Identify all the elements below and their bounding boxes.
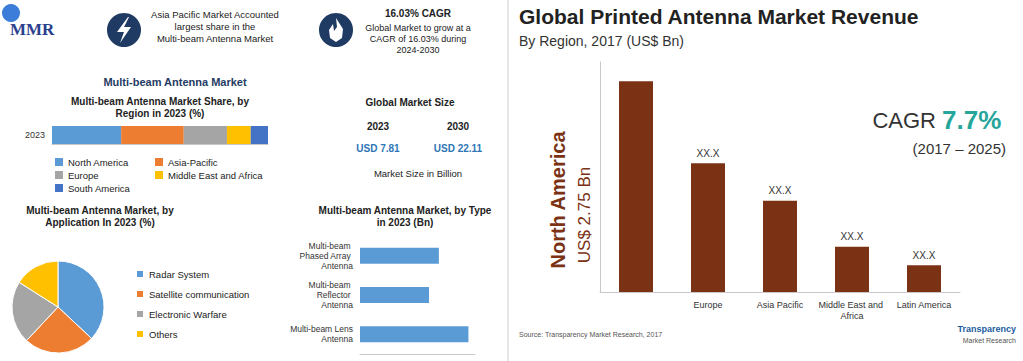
svg-text:Transparency: Transparency bbox=[957, 324, 1016, 334]
svg-text:Multi-beam Lens: Multi-beam Lens bbox=[290, 324, 353, 334]
svg-text:Asia Pacific Market Accounted: Asia Pacific Market Accounted bbox=[151, 9, 279, 20]
svg-text:7.7%: 7.7% bbox=[942, 105, 1001, 135]
svg-text:Market Research: Market Research bbox=[963, 337, 1016, 344]
svg-text:By Region, 2017 (US$ Bn): By Region, 2017 (US$ Bn) bbox=[519, 33, 684, 49]
svg-text:Application In 2023 (%): Application In 2023 (%) bbox=[45, 217, 154, 228]
svg-text:Latin America: Latin America bbox=[897, 300, 952, 310]
svg-text:Radar System: Radar System bbox=[149, 269, 209, 280]
svg-text:2024-2030: 2024-2030 bbox=[396, 45, 439, 55]
svg-text:in 2023 (Bn): in 2023 (Bn) bbox=[377, 217, 434, 228]
svg-text:Global Printed Antenna Market: Global Printed Antenna Market Revenue bbox=[519, 5, 918, 28]
svg-text:Europe: Europe bbox=[68, 170, 99, 181]
svg-text:Africa: Africa bbox=[840, 311, 863, 321]
svg-text:Multi-beam Antenna Market: Multi-beam Antenna Market bbox=[157, 33, 274, 44]
svg-text:Middle East and: Middle East and bbox=[818, 300, 885, 310]
svg-text:US$ 2.75 Bn: US$ 2.75 Bn bbox=[575, 167, 594, 263]
svg-text:XX.X: XX.X bbox=[913, 250, 936, 261]
svg-text:2023: 2023 bbox=[25, 130, 45, 140]
svg-text:Electronic Warfare: Electronic Warfare bbox=[149, 309, 227, 320]
svg-text:16.03% CAGR: 16.03% CAGR bbox=[385, 8, 452, 19]
svg-text:2030: 2030 bbox=[447, 121, 470, 132]
svg-text:Asia-Pacific: Asia-Pacific bbox=[168, 157, 218, 168]
svg-text:Multi-beam Antenna Market: Multi-beam Antenna Market bbox=[103, 76, 247, 88]
svg-text:North America: North America bbox=[547, 131, 569, 269]
svg-text:Source: Transparency Market Re: Source: Transparency Market Research, 20… bbox=[519, 331, 662, 339]
svg-text:Multi-beam Antenna Market Shar: Multi-beam Antenna Market Share, by bbox=[71, 96, 249, 107]
svg-text:Antenna: Antenna bbox=[321, 261, 353, 271]
svg-text:CAGR: CAGR bbox=[872, 108, 936, 133]
svg-text:Multi-beam: Multi-beam bbox=[309, 280, 353, 290]
svg-text:Multi-beam: Multi-beam bbox=[309, 241, 353, 251]
svg-text:North America: North America bbox=[68, 157, 129, 168]
svg-text:Global Market Size: Global Market Size bbox=[366, 97, 455, 108]
svg-text:MMR: MMR bbox=[10, 20, 55, 39]
svg-text:South America: South America bbox=[68, 183, 130, 194]
svg-text:USD 22.11: USD 22.11 bbox=[434, 143, 483, 154]
svg-text:Middle East and Africa: Middle East and Africa bbox=[168, 170, 263, 181]
svg-text:USD 7.81: USD 7.81 bbox=[356, 143, 400, 154]
svg-text:Region in 2023 (%): Region in 2023 (%) bbox=[116, 108, 205, 119]
svg-text:Multi-beam Antenna Market, by: Multi-beam Antenna Market, by bbox=[26, 205, 174, 216]
svg-text:XX.X: XX.X bbox=[697, 148, 720, 159]
svg-text:XX.X: XX.X bbox=[841, 231, 864, 242]
svg-text:Market Size in Billion: Market Size in Billion bbox=[374, 168, 462, 179]
svg-text:Reflector: Reflector bbox=[317, 290, 353, 300]
svg-text:Satellite communication: Satellite communication bbox=[149, 289, 249, 300]
svg-text:2023: 2023 bbox=[367, 121, 390, 132]
svg-text:XX.X: XX.X bbox=[769, 185, 792, 196]
svg-text:Antenna: Antenna bbox=[321, 300, 353, 310]
svg-text:largest share in the: largest share in the bbox=[175, 21, 256, 32]
svg-text:Antenna: Antenna bbox=[319, 334, 353, 344]
svg-text:Asia Pacific: Asia Pacific bbox=[757, 300, 804, 310]
svg-text:Phased Array: Phased Array bbox=[300, 251, 353, 261]
svg-text:Multi-beam Antenna Market, by: Multi-beam Antenna Market, by Type bbox=[319, 205, 492, 216]
svg-text:CAGR of 16.03% during: CAGR of 16.03% during bbox=[370, 34, 467, 44]
svg-text:Global Market to grow at a: Global Market to grow at a bbox=[365, 23, 471, 33]
svg-text:Others: Others bbox=[149, 329, 178, 340]
svg-text:(2017 – 2025): (2017 – 2025) bbox=[913, 140, 1006, 157]
svg-text:Europe: Europe bbox=[693, 300, 722, 310]
